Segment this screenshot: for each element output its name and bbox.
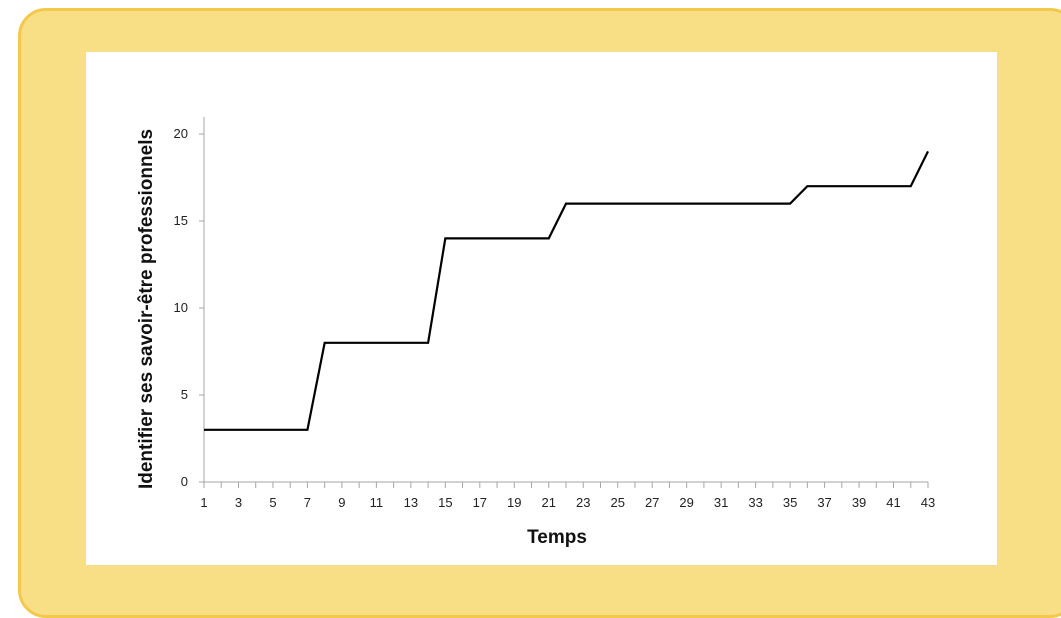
- x-tick-label: 7: [304, 495, 311, 510]
- series-layer: [204, 150, 929, 431]
- x-tick-label: 39: [852, 495, 866, 510]
- chart-card: [86, 52, 997, 565]
- x-tick-label: 35: [783, 495, 797, 510]
- x-axis-title: Temps: [527, 527, 587, 548]
- x-tick-label: 11: [370, 495, 384, 510]
- x-tick-label: 31: [714, 495, 728, 510]
- axes: [199, 117, 929, 488]
- x-tick-label: 25: [610, 495, 624, 510]
- y-tick-label: 15: [174, 213, 188, 228]
- x-tick-label: 3: [235, 495, 242, 510]
- y-tick-label: 10: [174, 300, 188, 315]
- x-tick-label: 21: [542, 495, 556, 510]
- x-tick-label: 1: [200, 495, 207, 510]
- x-tick-label: 29: [679, 495, 693, 510]
- x-tick-label: 5: [269, 495, 276, 510]
- y-tick-label: 20: [174, 126, 188, 141]
- x-tick-label: 43: [921, 495, 935, 510]
- y-tick-label: 5: [181, 387, 188, 402]
- x-tick-label: 27: [645, 495, 659, 510]
- x-tick-label: 9: [338, 495, 345, 510]
- x-tick-label: 33: [748, 495, 762, 510]
- x-tick-label: 13: [404, 495, 418, 510]
- x-tick-label: 41: [886, 495, 900, 510]
- x-tick-label: 17: [473, 495, 487, 510]
- x-tick-label: 37: [817, 495, 831, 510]
- x-tick-label: 15: [438, 495, 452, 510]
- x-tick-label: 23: [576, 495, 590, 510]
- x-tick-label: 19: [507, 495, 521, 510]
- y-tick-label: 0: [181, 474, 188, 489]
- y-axis-title: Identifier ses savoir-être professionnel…: [136, 129, 157, 489]
- series-line-1: [204, 150, 929, 431]
